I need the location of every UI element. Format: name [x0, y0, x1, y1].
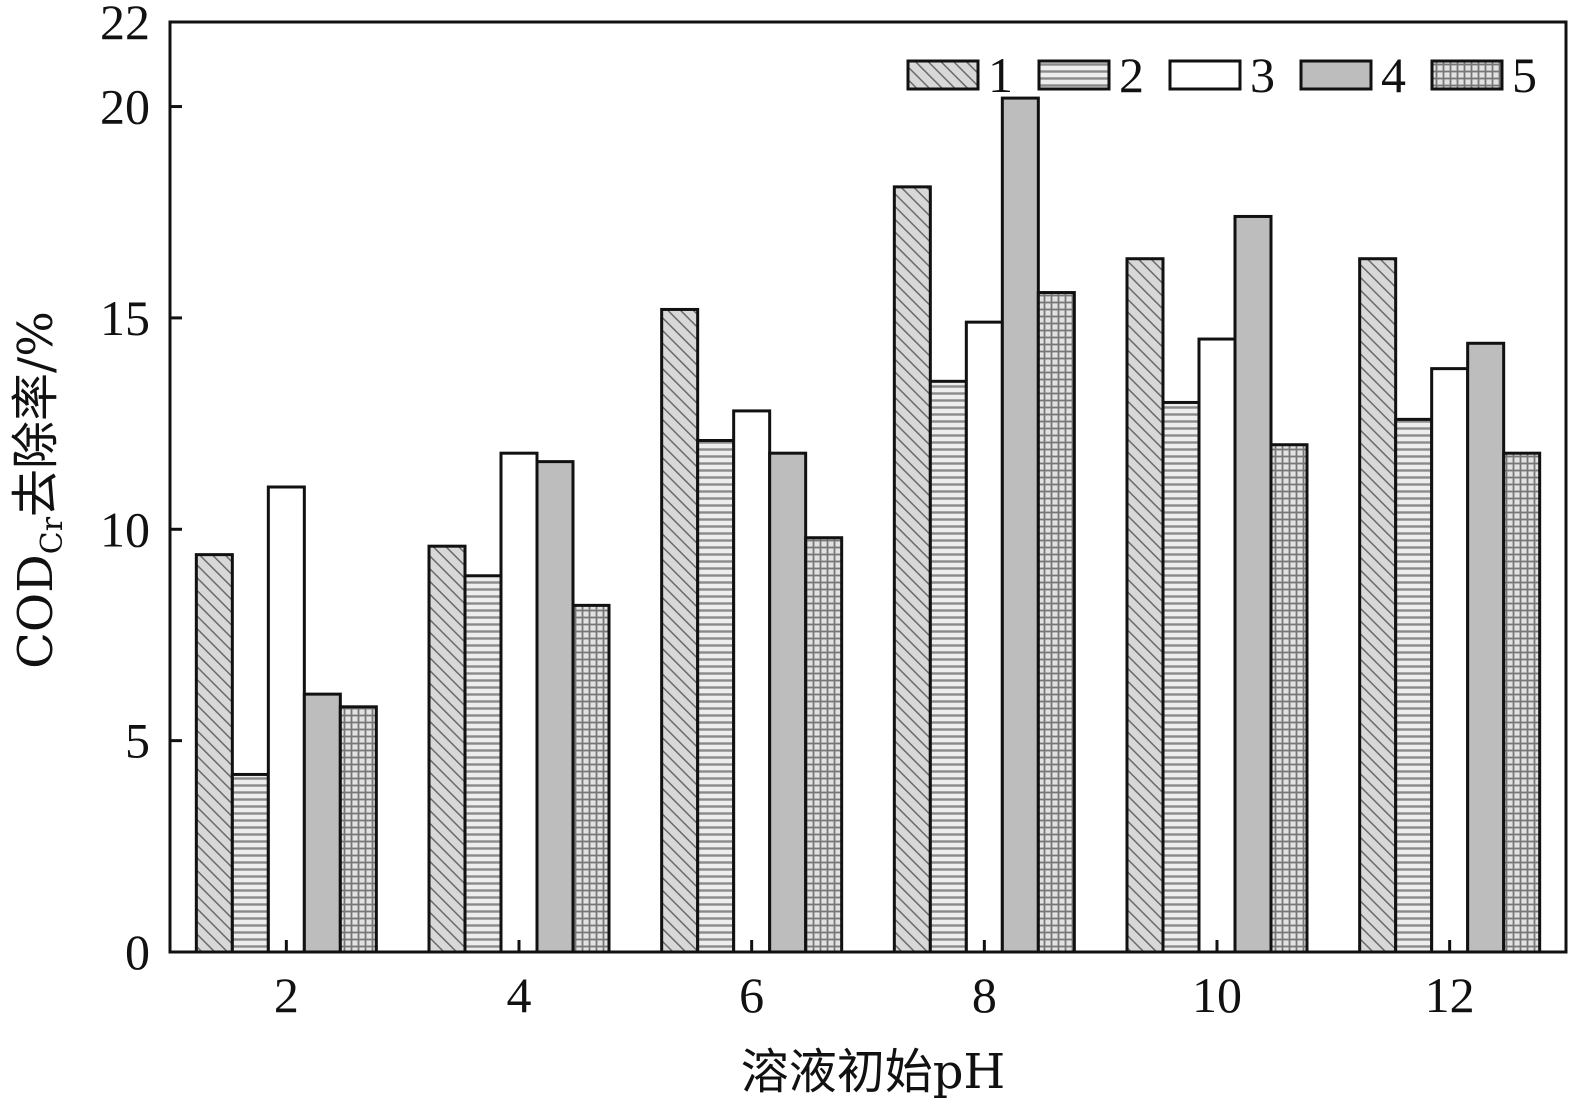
- bar-series-5-ph-2: [338, 705, 378, 954]
- bar-series-2-ph-4: [463, 574, 503, 954]
- legend-label-4: 4: [1381, 47, 1406, 103]
- bar-series-3-ph-6: [732, 409, 772, 954]
- y-tick-label: 10: [100, 501, 150, 557]
- bar-series-3-ph-2: [266, 485, 306, 954]
- x-tick-label: 10: [1192, 967, 1242, 1023]
- x-tick-label: 4: [507, 967, 532, 1023]
- bar-series-2-ph-12: [1394, 417, 1434, 954]
- svg-text:CODCr去除率/%: CODCr去除率/%: [8, 311, 70, 669]
- legend-label-1: 1: [988, 47, 1013, 103]
- bar-series-4-ph-4: [535, 460, 575, 954]
- bar-series-4-ph-12: [1466, 341, 1506, 954]
- bar-series-1-ph-8: [892, 185, 932, 954]
- bar-series-4-ph-8: [1000, 96, 1040, 954]
- bar-series-1-ph-12: [1358, 257, 1398, 954]
- bars-layer: [194, 96, 1542, 954]
- bar-series-2-ph-2: [230, 772, 270, 954]
- bar-series-5-ph-8: [1036, 291, 1076, 954]
- x-tick-label: 6: [739, 967, 764, 1023]
- bar-series-4-ph-2: [302, 692, 342, 954]
- legend-swatch-1: [906, 59, 980, 91]
- legend-label-5: 5: [1512, 47, 1537, 103]
- bar-series-3-ph-10: [1197, 337, 1237, 954]
- legend-swatch-4: [1299, 59, 1373, 91]
- bar-series-4-ph-6: [768, 451, 808, 954]
- legend-swatch-5: [1430, 59, 1504, 91]
- plot-frame: [168, 20, 1568, 954]
- y-axis-title-subscript: Cr: [35, 516, 70, 554]
- bar-series-2-ph-10: [1161, 400, 1201, 954]
- legend-label-3: 3: [1250, 47, 1275, 103]
- bar-series-1-ph-2: [194, 553, 234, 954]
- x-axis-title: 溶液初始pH: [741, 1044, 1006, 1100]
- x-tick-label: 8: [972, 967, 997, 1023]
- bar-series-5-ph-10: [1269, 443, 1309, 954]
- legend-swatch-2: [1037, 59, 1111, 91]
- y-tick-label: 15: [100, 290, 150, 346]
- bar-series-3-ph-12: [1430, 367, 1470, 954]
- legend-swatch-3: [1168, 59, 1242, 91]
- y-axis-title-rest: 去除率/%: [8, 311, 64, 517]
- x-tick-label: 2: [274, 967, 299, 1023]
- bar-series-1-ph-6: [660, 307, 700, 954]
- x-tick-label: 12: [1425, 967, 1475, 1023]
- y-axis-title-main: COD: [8, 554, 64, 669]
- bar-series-3-ph-4: [499, 451, 539, 954]
- bar-series-1-ph-10: [1125, 257, 1165, 954]
- x-axis: 2 4 6 8 10 12: [274, 940, 1475, 1023]
- bar-series-5-ph-12: [1502, 451, 1542, 954]
- legend-label-2: 2: [1119, 47, 1144, 103]
- bar-series-1-ph-4: [427, 544, 467, 954]
- bar-series-5-ph-4: [571, 603, 611, 954]
- y-tick-label: 5: [125, 713, 150, 769]
- legend: 1 2 3 4 5: [906, 47, 1537, 103]
- y-tick-label: 0: [125, 924, 150, 980]
- bar-series-4-ph-10: [1233, 214, 1273, 954]
- bar-series-5-ph-6: [804, 536, 844, 954]
- bar-series-2-ph-6: [696, 439, 736, 954]
- bar-series-3-ph-8: [964, 320, 1004, 954]
- y-tick-label: 22: [100, 0, 150, 50]
- y-tick-label: 20: [100, 79, 150, 135]
- y-axis-title: CODCr去除率/%: [8, 311, 70, 669]
- bar-series-2-ph-8: [928, 379, 968, 954]
- y-axis: 0 5 10 15 20 22: [100, 0, 182, 980]
